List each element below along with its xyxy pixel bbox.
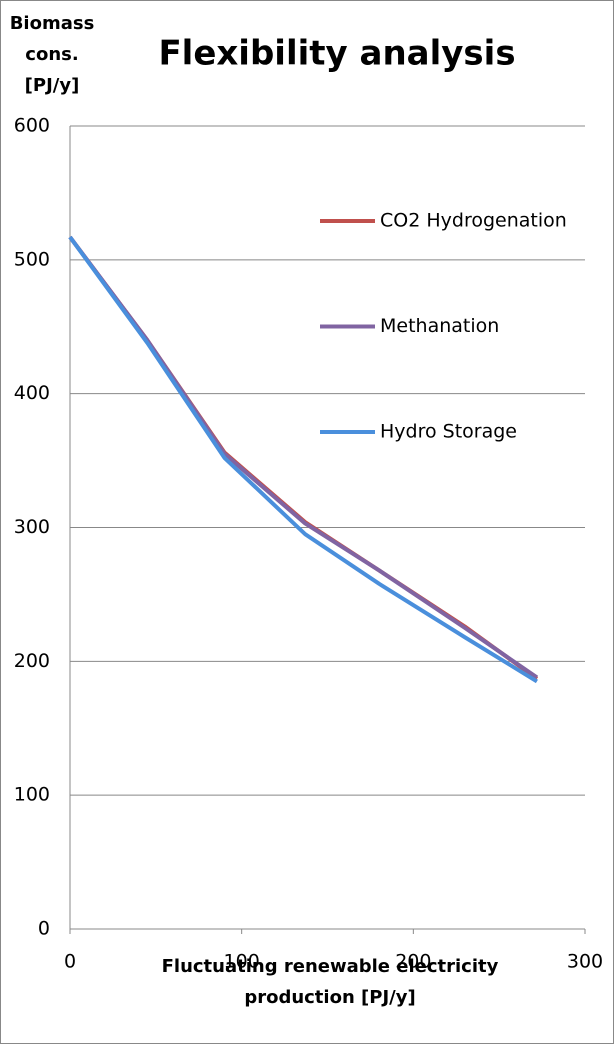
chart-title: Flexibility analysis	[158, 34, 515, 74]
y-tick-label: 0	[38, 918, 50, 940]
legend-label: Methanation	[380, 315, 499, 337]
y-axis-label: cons.	[25, 44, 78, 65]
x-axis-label: Fluctuating renewable electricity	[162, 956, 499, 977]
legend-label: CO2 Hydrogenation	[380, 210, 567, 232]
y-tick-label: 200	[14, 650, 50, 672]
y-tick-label: 600	[14, 115, 50, 137]
y-tick-label: 100	[14, 784, 50, 806]
y-tick-label: 300	[14, 516, 50, 538]
y-tick-label: 400	[14, 382, 50, 404]
y-axis-label: [PJ/y]	[25, 75, 80, 96]
x-tick-label: 0	[64, 951, 76, 973]
x-tick-label: 200	[395, 951, 431, 973]
x-tick-label: 100	[224, 951, 260, 973]
legend-label: Hydro Storage	[380, 421, 517, 443]
x-tick-label: 300	[567, 951, 603, 973]
y-tick-label: 500	[14, 248, 50, 270]
y-axis-label: Biomass	[10, 13, 95, 34]
series-line	[68, 235, 538, 684]
x-axis-label: production [PJ/y]	[244, 987, 415, 1008]
